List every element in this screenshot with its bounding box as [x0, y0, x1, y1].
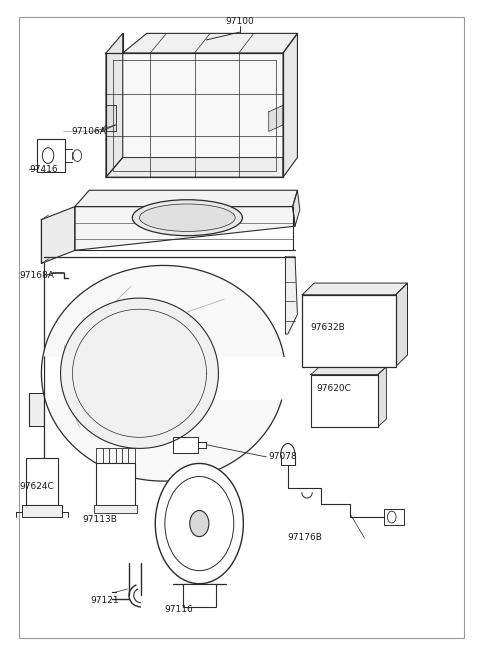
Text: 97624C: 97624C [19, 483, 54, 491]
Polygon shape [378, 367, 386, 427]
Polygon shape [75, 206, 295, 250]
Polygon shape [106, 105, 116, 132]
Polygon shape [41, 206, 75, 263]
Bar [311, 375, 378, 427]
Circle shape [190, 510, 209, 536]
Polygon shape [311, 367, 386, 375]
Circle shape [73, 150, 82, 162]
Polygon shape [75, 190, 298, 206]
Polygon shape [106, 53, 283, 177]
Text: 97106A: 97106A [72, 127, 107, 136]
Ellipse shape [132, 200, 242, 236]
Circle shape [42, 148, 54, 164]
Text: 97078: 97078 [269, 453, 298, 461]
Circle shape [156, 464, 243, 584]
Polygon shape [283, 33, 298, 177]
Ellipse shape [140, 204, 235, 231]
Circle shape [387, 511, 396, 523]
Bar [25, 458, 58, 505]
Polygon shape [302, 283, 408, 295]
Polygon shape [29, 393, 44, 426]
Bar [94, 505, 137, 513]
Bar [384, 508, 404, 525]
Polygon shape [41, 265, 284, 481]
Polygon shape [396, 283, 408, 367]
Bar [36, 140, 65, 172]
Polygon shape [286, 257, 298, 334]
Polygon shape [123, 33, 298, 53]
Text: 97116: 97116 [164, 605, 193, 614]
Text: 97416: 97416 [29, 165, 58, 174]
Bar [22, 505, 62, 517]
Polygon shape [60, 298, 218, 449]
Text: 97632B: 97632B [311, 323, 346, 332]
Bar [182, 584, 216, 607]
Polygon shape [106, 158, 283, 177]
Text: 97176B: 97176B [288, 533, 323, 542]
Bar [173, 437, 198, 453]
Polygon shape [293, 190, 300, 226]
Text: 97113B: 97113B [82, 515, 117, 523]
Text: 97620C: 97620C [317, 384, 351, 394]
Text: 97100: 97100 [226, 16, 254, 26]
Polygon shape [269, 105, 283, 132]
FancyBboxPatch shape [19, 17, 464, 638]
Bar [96, 463, 135, 505]
Text: 97168A: 97168A [19, 271, 54, 280]
Polygon shape [106, 33, 123, 177]
Circle shape [165, 477, 234, 571]
Bar [302, 295, 396, 367]
Text: 97121: 97121 [91, 595, 120, 605]
